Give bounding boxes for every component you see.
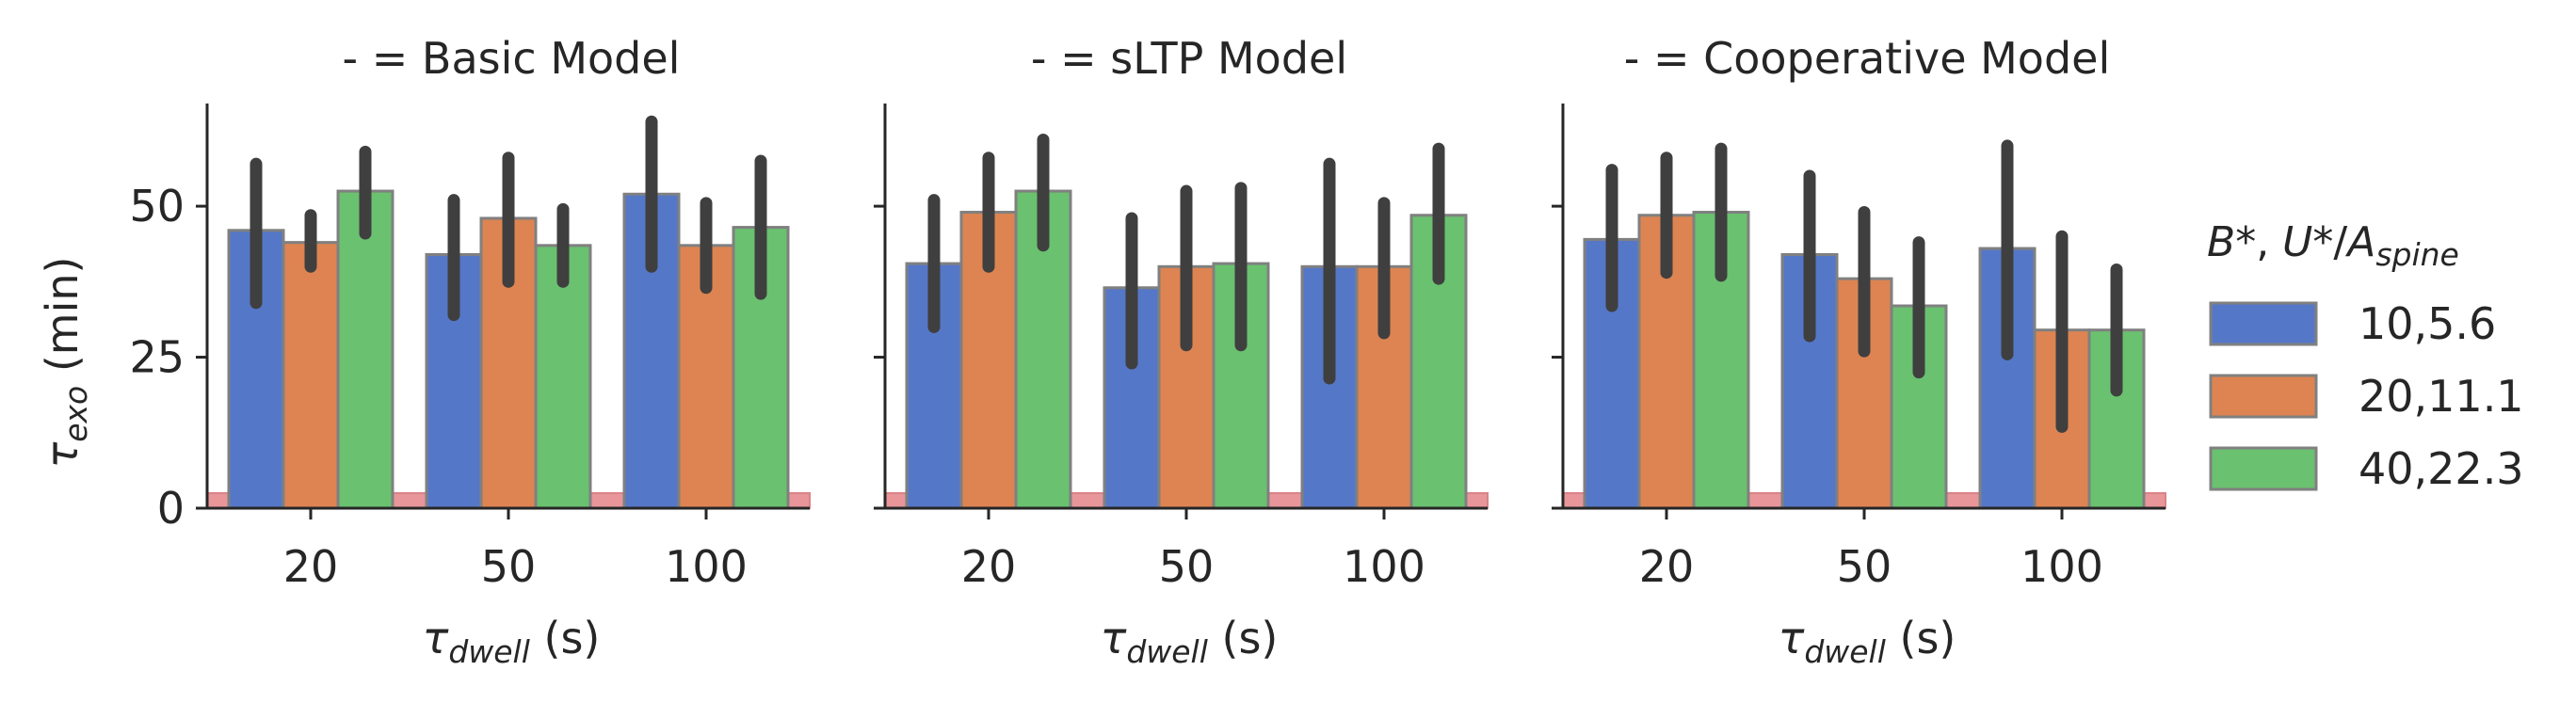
panel-title: - = Basic Model [343, 33, 681, 84]
x-tick-label: 50 [481, 541, 537, 592]
panel-sltp-model: 20 50 100 [874, 104, 1489, 592]
bar [1355, 264, 1413, 510]
y-label-subscript: exo [57, 386, 94, 442]
x-tick-label: 20 [283, 541, 339, 592]
panel-title: - = sLTP Model [1031, 33, 1347, 84]
bar [534, 244, 592, 510]
panel-basic-model: 0 25 50 20 50 100 [129, 104, 811, 592]
x-axis-label: τdwell (s) [1101, 613, 1279, 670]
legend-label: 10,5.6 [2359, 298, 2496, 349]
x-tick-label: 100 [1343, 541, 1425, 592]
legend-label: 40,22.3 [2359, 443, 2524, 494]
legend-label: 20,11.1 [2359, 371, 2524, 422]
legend-title: B*, U*/Aspine [2207, 218, 2459, 273]
legend-swatch [2209, 446, 2318, 491]
y-tick-label: 50 [129, 181, 185, 232]
x-tick-label: 20 [961, 541, 1017, 592]
x-tick-label: 100 [665, 541, 748, 592]
y-axis-label: τexo (min) [37, 257, 94, 469]
x-axis-label: τdwell (s) [1779, 613, 1956, 670]
y-label-unit: (min) [37, 257, 88, 386]
x-tick-label: 20 [1639, 541, 1695, 592]
y-tick-label: 0 [157, 483, 185, 534]
y-label-symbol: τ [37, 442, 88, 469]
svg-text:τexo (min): τexo (min) [37, 257, 94, 469]
panel-title: - = Cooperative Model [1624, 33, 2110, 84]
bar [282, 241, 340, 510]
x-tick-label: 100 [2021, 541, 2103, 592]
legend: B*, U*/Aspine 10,5.6 20,11.1 40,22.3 [2207, 218, 2524, 494]
x-tick-label: 50 [1837, 541, 1892, 592]
legend-swatch [2209, 374, 2318, 419]
x-axis-label: τdwell (s) [423, 613, 601, 670]
panel-cooperative-model: 20 50 100 [1552, 104, 2166, 592]
y-tick-label: 25 [129, 332, 185, 383]
legend-swatch [2209, 301, 2318, 346]
x-tick-label: 50 [1159, 541, 1215, 592]
